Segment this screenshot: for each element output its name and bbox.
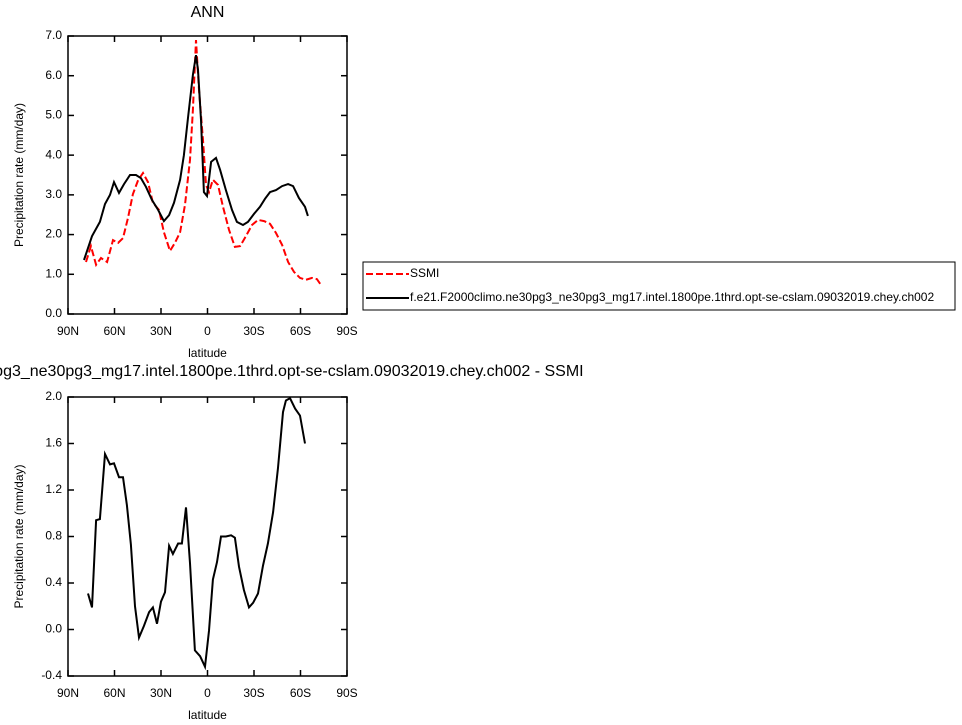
chart-title: ANN [191, 4, 225, 21]
legend-label: f.e21.F2000climo.ne30pg3_ne30pg3_mg17.in… [410, 290, 934, 304]
x-tick-label: 30N [150, 686, 172, 700]
y-axis-label: Precipitation rate (mm/day) [12, 464, 26, 608]
x-tick-label: 60S [290, 324, 311, 338]
y-tick-label: 1.6 [45, 436, 62, 450]
y-tick-label: -0.4 [41, 668, 62, 682]
y-tick-label: 3.0 [45, 187, 62, 201]
y-tick-label: 6.0 [45, 68, 62, 82]
x-tick-label: 90S [336, 324, 357, 338]
y-tick-label: 0.0 [45, 306, 62, 320]
x-tick-label: 0 [204, 686, 211, 700]
x-tick-label: 30N [150, 324, 172, 338]
y-tick-label: 2.0 [45, 227, 62, 241]
x-tick-label: 30S [243, 686, 264, 700]
y-tick-label: 1.0 [45, 266, 62, 280]
data-line [83, 54, 309, 261]
plot-frame [67, 396, 348, 677]
x-tick-label: 60N [103, 686, 125, 700]
y-tick-label: 1.2 [45, 482, 62, 496]
y-tick-label: 0.8 [45, 529, 62, 543]
y-tick-label: 7.0 [45, 28, 62, 42]
legend-box [362, 261, 956, 311]
legend-label: SSMI [410, 266, 439, 280]
x-axis-label: latitude [188, 708, 227, 722]
y-tick-label: 0.0 [45, 622, 62, 636]
x-tick-label: 90N [57, 686, 79, 700]
x-tick-label: 90N [57, 324, 79, 338]
x-tick-label: 30S [243, 324, 264, 338]
y-tick-label: 2.0 [45, 389, 62, 403]
x-tick-label: 60N [103, 324, 125, 338]
y-axis-label: Precipitation rate (mm/day) [12, 103, 26, 247]
x-tick-label: 90S [336, 686, 357, 700]
x-axis-label: latitude [188, 346, 227, 360]
y-tick-label: 5.0 [45, 108, 62, 122]
data-line [87, 396, 306, 671]
chart-title: f.e21.F2000climo.ne30pg3_ne30pg3_mg17.in… [0, 363, 584, 380]
y-tick-label: 4.0 [45, 147, 62, 161]
y-tick-label: 0.4 [45, 575, 62, 589]
x-tick-label: 60S [290, 686, 311, 700]
x-tick-label: 0 [204, 324, 211, 338]
plot-frame [67, 35, 348, 315]
